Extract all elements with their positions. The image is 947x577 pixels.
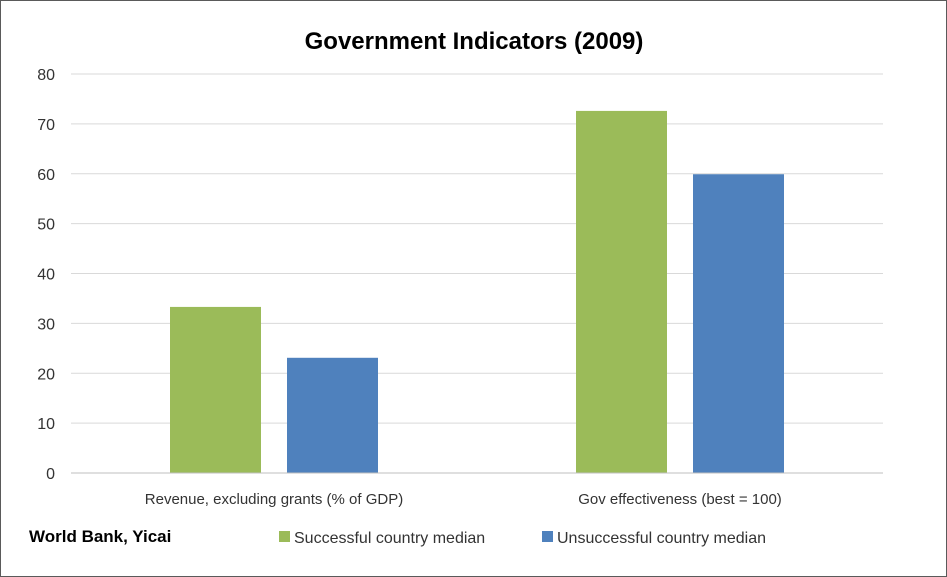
y-tick-label: 80	[37, 67, 55, 84]
bar-successful-0	[170, 306, 261, 473]
y-tick-label: 10	[37, 416, 55, 433]
y-tick-label: 70	[37, 117, 55, 134]
y-tick-label: 30	[37, 316, 55, 333]
legend-label: Successful country median	[294, 530, 485, 547]
source-note: World Bank, Yicai	[29, 527, 171, 546]
y-tick-label: 0	[46, 466, 55, 483]
y-tick-label: 40	[37, 267, 55, 284]
bar-successful-1	[576, 110, 667, 473]
y-axis-ticks: 0 10 20 30 40 50 60 70 80	[37, 67, 55, 483]
legend-swatch	[542, 531, 553, 542]
y-tick-label: 50	[37, 217, 55, 234]
bars	[170, 110, 784, 473]
bar-unsuccessful-0	[287, 357, 378, 473]
y-tick-label: 60	[37, 167, 55, 184]
x-category-label: Gov effectiveness (best = 100)	[578, 491, 782, 508]
bar-unsuccessful-1	[693, 174, 784, 473]
legend-label: Unsuccessful country median	[557, 530, 766, 547]
y-tick-label: 20	[37, 366, 55, 383]
legend: Successful country median Unsuccessful co…	[279, 530, 766, 547]
legend-swatch	[279, 531, 290, 542]
x-axis-categories: Revenue, excluding grants (% of GDP) Gov …	[145, 491, 782, 508]
chart-title: Government Indicators (2009)	[305, 28, 644, 55]
x-category-label: Revenue, excluding grants (% of GDP)	[145, 491, 403, 508]
